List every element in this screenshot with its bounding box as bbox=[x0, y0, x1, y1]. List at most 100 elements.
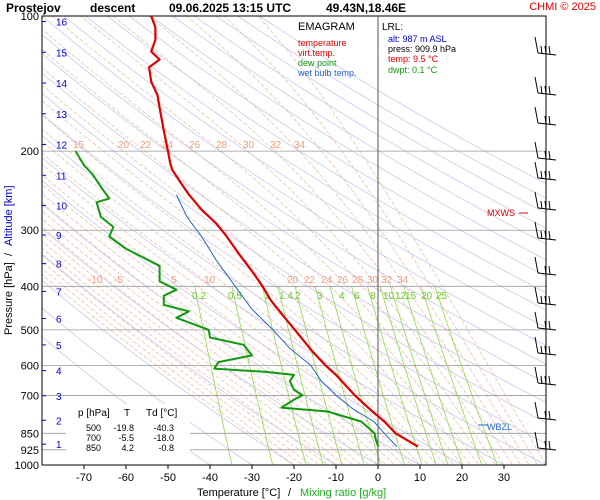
wind-barb-shaft bbox=[537, 237, 557, 241]
lrl-title: LRL: bbox=[382, 22, 403, 33]
wind-barb-shaft bbox=[537, 382, 557, 386]
dry-adiabat-line bbox=[172, 16, 546, 245]
moist-adiabat-line bbox=[42, 140, 428, 465]
temperature-tick-label: 10 bbox=[414, 472, 426, 484]
dry-adiabat-line bbox=[237, 16, 546, 199]
mixing-ratio-line bbox=[231, 286, 273, 465]
level-table: p [hPa] T Td [°C] 500 -19.8 -40.3 700 -5… bbox=[66, 404, 190, 454]
legend-item-virt-temp: virt.temp. bbox=[298, 48, 335, 58]
mixing-ratio-label: 1.4 bbox=[279, 291, 293, 302]
moist-adiabat-line bbox=[42, 193, 386, 465]
moist-adiabat-line bbox=[42, 183, 395, 465]
dry-adiabat-line bbox=[42, 33, 546, 365]
wind-barb-staff bbox=[534, 366, 539, 384]
wind-barb-feather bbox=[548, 345, 551, 355]
temperature-tick-label: -60 bbox=[118, 472, 134, 484]
dry-adiabat-line bbox=[42, 253, 337, 465]
wind-barb-feather bbox=[548, 265, 551, 275]
dry-adiabat-line bbox=[42, 134, 546, 465]
wind-barb-feather bbox=[544, 265, 547, 275]
table-cell-td: -18.0 bbox=[153, 433, 174, 443]
temperature-tick-label: 20 bbox=[456, 472, 468, 484]
altitude-tick-label: 3 bbox=[56, 392, 62, 403]
wind-barb-feather bbox=[548, 150, 551, 160]
mixing-ratio-label: 4 bbox=[339, 291, 345, 302]
wind-barb-shaft bbox=[537, 177, 557, 181]
altitude-tick-label: 4 bbox=[56, 367, 62, 378]
adiabat-label: 30 bbox=[243, 140, 255, 151]
adiabat-label: 22 bbox=[304, 275, 316, 286]
table-cell-td: -0.8 bbox=[158, 443, 174, 453]
wind-barb-feather bbox=[548, 170, 551, 180]
wind-barb-feather bbox=[540, 170, 543, 180]
legend-item-dew-point: dew point bbox=[298, 58, 337, 68]
background-labels: 15 20 22 24 26 28 30 32 34-10 -5 5 10 20 22 24 26 28 30 32… bbox=[73, 140, 448, 302]
table-cell-td: -40.3 bbox=[153, 423, 174, 433]
moist-adiabat-line bbox=[257, 16, 546, 465]
adiabat-label: -5 bbox=[114, 275, 123, 286]
lrl-pressure: press: 909.9 hPa bbox=[388, 44, 456, 54]
wind-barb-staff bbox=[534, 221, 539, 239]
wind-barb-feather bbox=[540, 85, 543, 95]
lrl-box-frame bbox=[380, 17, 474, 81]
dry-adiabat-line bbox=[42, 72, 546, 404]
moist-adiabat-line bbox=[42, 128, 437, 465]
mixing-ratio-line bbox=[434, 286, 498, 465]
wind-barb-staff bbox=[534, 161, 539, 179]
wind-barb-feather bbox=[548, 115, 551, 125]
series-dew-point-line bbox=[74, 150, 380, 447]
pressure-tick-label: 300 bbox=[21, 225, 39, 237]
wind-barb-feather bbox=[544, 115, 547, 125]
wind-barb-feather bbox=[548, 85, 551, 95]
mixing-ratio-label: 20 bbox=[421, 291, 433, 302]
wind-barb-feather bbox=[548, 45, 551, 55]
moist-adiabat-line bbox=[42, 233, 344, 465]
mixing-ratio-label: 25 bbox=[436, 291, 448, 302]
altitude-tick-label: 6 bbox=[56, 315, 62, 326]
lrl-box: LRL: alt: 987 m ASL press: 909.9 hPa tem… bbox=[380, 17, 474, 81]
wind-barb-shaft bbox=[537, 447, 557, 451]
table-cell-t: -19.8 bbox=[113, 423, 134, 433]
wind-barb-staff bbox=[534, 431, 539, 449]
moist-adiabat-line bbox=[147, 16, 521, 465]
pressure-tick-label: 850 bbox=[21, 428, 39, 440]
mixing-ratio-label: 0.2 bbox=[192, 291, 206, 302]
wind-barb-feather bbox=[548, 230, 551, 240]
wind-barb-feather bbox=[544, 295, 547, 305]
table-cell-t: -5.5 bbox=[118, 433, 134, 443]
adiabat-label: 5 bbox=[171, 275, 177, 286]
pressure-ticks: 100 200 300 400 500 600 700 850 925 1000 bbox=[15, 11, 39, 472]
mixing-ratio-line bbox=[314, 286, 365, 465]
sounding-coords: 49.43N,18.46E bbox=[326, 1, 406, 15]
legend: EMAGRAM temperature virt.temp. dew point… bbox=[297, 21, 357, 78]
wind-barb-staff bbox=[534, 76, 539, 94]
wind-barb-feather bbox=[544, 410, 547, 420]
moist-adiabat-line bbox=[185, 16, 529, 465]
adiabat-label: 26 bbox=[189, 140, 201, 151]
lrl-dewpoint: dwpt: 0.1 °C bbox=[388, 65, 438, 75]
moist-adiabat-line bbox=[42, 261, 310, 465]
temperature-tick-label: 30 bbox=[498, 472, 510, 484]
wind-barb-feather bbox=[540, 200, 543, 210]
adiabat-label: 20 bbox=[287, 275, 299, 286]
temperature-tick-label: -40 bbox=[202, 472, 218, 484]
mxws-marker-label: MXWS bbox=[487, 208, 515, 218]
dry-adiabat-line bbox=[63, 16, 546, 328]
dry-adiabat-line bbox=[259, 16, 546, 185]
mixing-ratio-label: 15 bbox=[405, 291, 417, 302]
station-name: Prostejov bbox=[6, 1, 61, 15]
y-axis-title-sep: / bbox=[3, 252, 15, 256]
wind-barb-feather bbox=[540, 230, 543, 240]
altitude-tick-label: 12 bbox=[56, 141, 68, 152]
wind-barb-feather bbox=[544, 45, 547, 55]
adiabat-label: 32 bbox=[381, 275, 393, 286]
altitude-tick-label: 9 bbox=[56, 231, 62, 242]
pressure-tick-label: 1000 bbox=[15, 460, 39, 472]
moist-adiabat-line bbox=[51, 16, 496, 465]
lrl-temperature: temp: 9.5 °C bbox=[388, 54, 439, 64]
altitude-tick-label: 1 bbox=[56, 440, 62, 451]
wind-barb-feather bbox=[540, 375, 543, 385]
altitude-tick-label: 7 bbox=[56, 287, 62, 298]
wind-barb-staff bbox=[534, 311, 539, 329]
table-cell-p: 700 bbox=[86, 433, 101, 443]
